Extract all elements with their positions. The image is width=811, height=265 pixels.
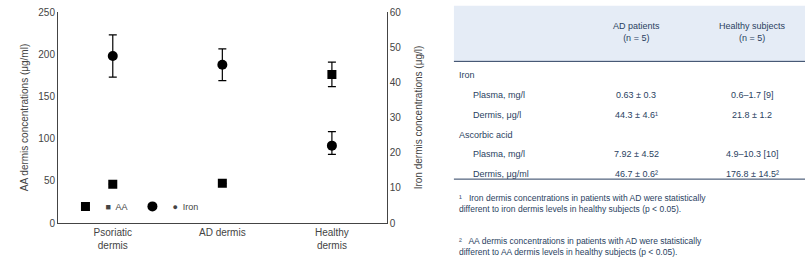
svg-text:Plasma, mg/l: Plasma, mg/l	[473, 149, 525, 159]
svg-text:0: 0	[390, 218, 396, 229]
svg-text:AD patients(n = 5): AD patients(n = 5)	[613, 21, 660, 43]
svg-text:AD dermis: AD dermis	[199, 227, 246, 238]
svg-text:50: 50	[44, 175, 56, 186]
svg-text:50: 50	[390, 42, 402, 53]
svg-text:176.8 ± 14.5²: 176.8 ± 14.5²	[726, 169, 779, 179]
svg-text:250: 250	[38, 7, 55, 18]
svg-text:150: 150	[38, 91, 55, 102]
svg-text:0.63 ± 0.3: 0.63 ± 0.3	[616, 90, 656, 100]
svg-text:0.6–1.7 [9]: 0.6–1.7 [9]	[731, 90, 774, 100]
svg-text:10: 10	[390, 182, 402, 193]
svg-text:Healthy subjects(n = 5): Healthy subjects(n = 5)	[719, 21, 786, 43]
svg-text:Plasma, mg/l: Plasma, mg/l	[473, 90, 525, 100]
svg-text:Dermis, μg/l: Dermis, μg/l	[473, 110, 521, 120]
svg-text:20: 20	[390, 147, 402, 158]
svg-text:0: 0	[49, 218, 55, 229]
svg-text:² AA dermis concentrations i: ² AA dermis concentrations in patients w…	[459, 236, 702, 257]
svg-text:Healthydermis: Healthydermis	[315, 227, 349, 251]
svg-text:Ascorbic acid: Ascorbic acid	[459, 130, 513, 140]
svg-text:60: 60	[390, 7, 402, 18]
svg-text:■ AA: ■ AA	[105, 202, 127, 212]
svg-text:Iron: Iron	[459, 70, 475, 80]
svg-text:AA dermis concentrations (μg/m: AA dermis concentrations (μg/ml)	[19, 44, 30, 191]
svg-text:40: 40	[390, 77, 402, 88]
svg-text:100: 100	[38, 133, 55, 144]
svg-text:7.92 ± 4.52: 7.92 ± 4.52	[614, 149, 659, 159]
svg-text:¹ Iron dermis concentrations: ¹ Iron dermis concentrations in patients…	[459, 193, 706, 214]
svg-text:30: 30	[390, 112, 402, 123]
svg-text:Iron dermis concentrations (μg: Iron dermis concentrations (μg/l)	[413, 46, 424, 190]
svg-text:Dermis, μg/ml: Dermis, μg/ml	[473, 169, 529, 179]
svg-text:44.3 ± 4.6¹: 44.3 ± 4.6¹	[615, 110, 658, 120]
svg-text:200: 200	[38, 49, 55, 60]
svg-text:21.8 ± 1.2: 21.8 ± 1.2	[732, 110, 772, 120]
svg-text:● Iron: ● Iron	[172, 202, 198, 212]
svg-text:4.9–10.3 [10]: 4.9–10.3 [10]	[726, 149, 779, 159]
svg-text:Psoriaticdermis: Psoriaticdermis	[94, 227, 132, 251]
svg-text:46.7 ± 0.6²: 46.7 ± 0.6²	[615, 169, 658, 179]
